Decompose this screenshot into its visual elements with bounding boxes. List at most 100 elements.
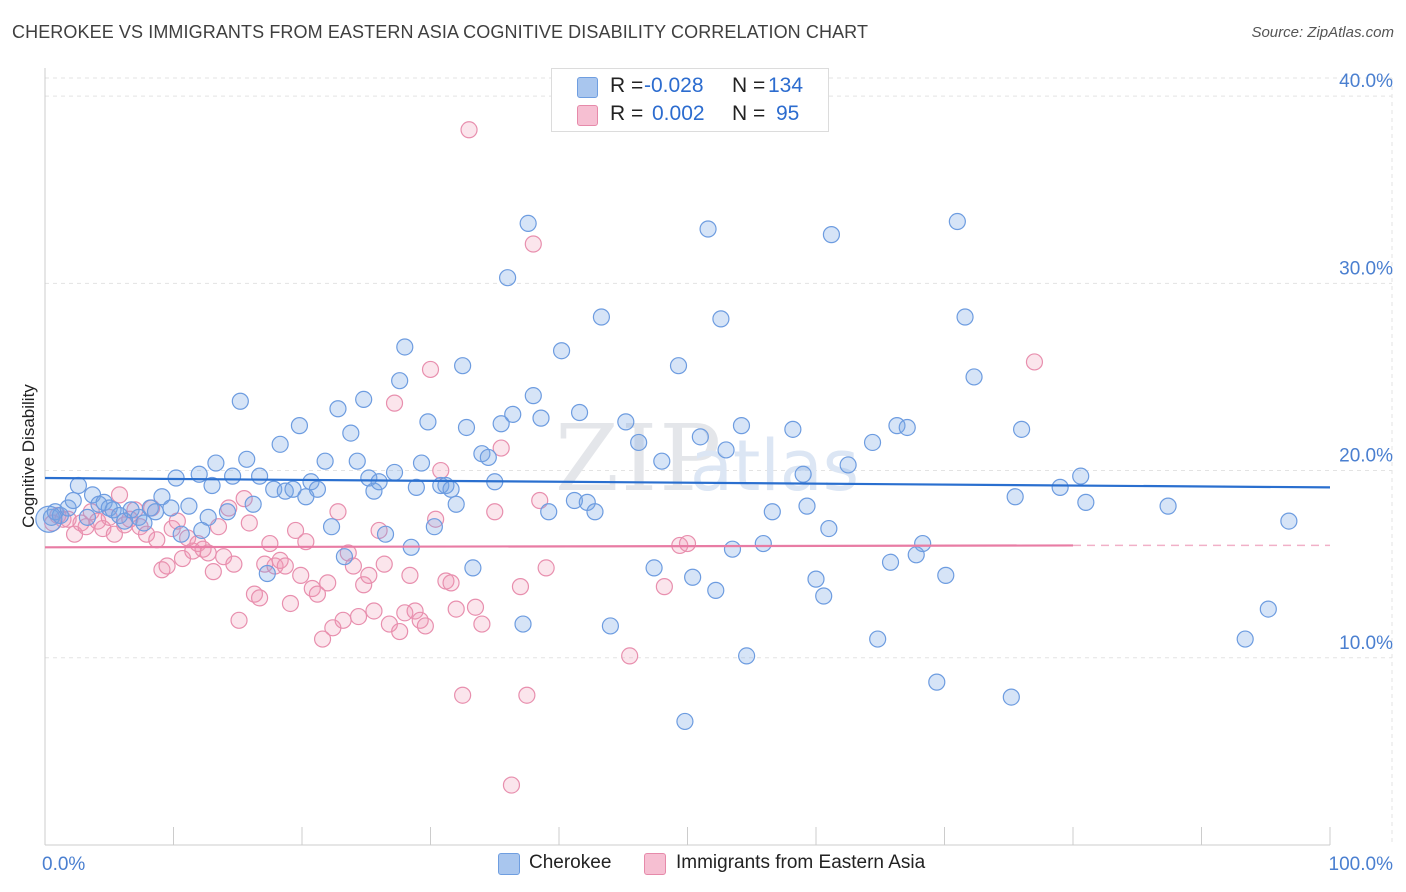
- cherokee-point: [499, 269, 517, 287]
- cherokee-point: [355, 390, 373, 408]
- cherokee-point: [937, 566, 955, 584]
- source-label: Source: ZipAtlas.com: [1251, 24, 1394, 41]
- cherokee-point: [1280, 512, 1298, 530]
- immigrants-point: [297, 533, 315, 551]
- immigrants-point: [486, 503, 504, 521]
- cherokee-point: [457, 418, 476, 437]
- cherokee-point: [863, 433, 882, 452]
- cherokee-point: [135, 514, 153, 532]
- immigrants-point: [466, 598, 485, 616]
- legend-row-immigrants: R = 0.002 N = 95: [552, 101, 828, 129]
- cherokee-point: [691, 428, 709, 446]
- legend-n-value: 134: [768, 74, 804, 97]
- cherokee-point: [146, 503, 165, 521]
- immigrants-point: [329, 503, 347, 521]
- cherokee-point: [784, 420, 802, 438]
- immigrants-point: [537, 559, 555, 577]
- cherokee-point: [839, 456, 857, 474]
- cherokee-point: [360, 469, 378, 487]
- immigrants-point: [442, 574, 460, 592]
- x-tick-label-max: 100.0%: [1329, 854, 1394, 875]
- cherokee-point: [425, 518, 443, 536]
- trend-lines: [44, 476, 1331, 549]
- chart-title: CHEROKEE VS IMMIGRANTS FROM EASTERN ASIA…: [12, 22, 869, 42]
- cherokee-point: [407, 478, 425, 496]
- cherokee-point: [370, 473, 388, 491]
- cherokee-point: [454, 357, 472, 375]
- legend-r-value: 0.002: [652, 102, 705, 125]
- cherokee-point: [524, 387, 542, 405]
- cherokee-point: [532, 409, 550, 427]
- immigrants-point: [313, 630, 332, 648]
- cherokee-point: [231, 392, 249, 410]
- cherokee-point: [419, 413, 437, 431]
- cherokee-point: [504, 405, 522, 423]
- immigrants-point: [416, 617, 434, 635]
- cherokee-point: [1072, 467, 1090, 485]
- x-tick-marks: [44, 827, 1331, 845]
- cherokee-point: [78, 508, 97, 526]
- legend-r-label: R =: [610, 74, 644, 97]
- immigrants-point: [261, 534, 279, 553]
- cherokee-point: [391, 372, 409, 390]
- cherokee-point: [271, 435, 289, 453]
- y-axis-label: Cognitive Disability: [19, 384, 38, 528]
- cherokee-point: [822, 226, 841, 244]
- series-legend-label-cherokee: Cherokee: [529, 852, 612, 873]
- cherokee-point: [669, 357, 688, 375]
- cherokee-point: [1012, 420, 1031, 438]
- cherokee-point: [224, 467, 242, 485]
- immigrants-point: [621, 647, 639, 665]
- immigrants-point: [319, 574, 337, 592]
- cherokee-point: [385, 463, 404, 482]
- cherokee-point: [479, 448, 497, 467]
- cherokee-point: [376, 525, 395, 543]
- legend-swatch-immigrants: [577, 105, 598, 126]
- immigrants-point: [432, 461, 450, 480]
- immigrants-point: [148, 531, 166, 549]
- immigrants-point: [391, 622, 409, 641]
- cherokee-point: [794, 465, 812, 483]
- cherokee-point: [329, 400, 347, 418]
- cherokee-point: [617, 413, 635, 431]
- cherokee-point: [442, 480, 460, 498]
- cherokee-point-cluster: [35, 505, 63, 533]
- legend-n-value: 95: [776, 102, 800, 125]
- cherokee-point: [342, 424, 360, 442]
- cherokee-point: [732, 417, 751, 435]
- series-legend-label-immigrants: Immigrants from Eastern Asia: [676, 852, 926, 873]
- immigrants-point: [678, 534, 697, 553]
- cherokee-point: [238, 450, 256, 468]
- cherokee-point: [335, 548, 354, 566]
- cherokee-point: [592, 308, 611, 326]
- immigrants-point: [524, 235, 542, 253]
- cherokee-point: [699, 220, 717, 238]
- immigrants-point: [276, 557, 294, 575]
- immigrants-point: [406, 602, 424, 620]
- immigrants-point: [1025, 353, 1044, 371]
- watermark-atlas: atlas: [690, 425, 859, 507]
- cherokee-point: [207, 454, 225, 472]
- cherokee-point: [565, 491, 584, 510]
- y-tick-labels: 10.0% 20.0% 30.0% 40.0%: [1339, 71, 1393, 654]
- cherokee-point: [815, 587, 833, 605]
- immigrants-point: [375, 555, 393, 573]
- cherokee-point: [754, 534, 772, 553]
- immigrants-point: [360, 566, 378, 584]
- cherokee-point: [290, 417, 309, 435]
- cherokee-point: [519, 214, 537, 232]
- cherokee-point: [807, 570, 825, 588]
- immigrants-point: [655, 578, 673, 596]
- cherokee-point: [348, 452, 366, 470]
- correlation-legend: R = -0.028 N = 134 R = 0.002 N = 95: [551, 68, 829, 132]
- cherokee-points: [35, 212, 1298, 731]
- cherokee-point: [914, 534, 932, 553]
- cherokee-point: [1236, 630, 1254, 648]
- immigrants-point: [531, 491, 549, 510]
- cherokee-trend-line: [44, 476, 1331, 489]
- immigrants-point: [511, 578, 530, 596]
- cherokee-point: [965, 368, 983, 386]
- cherokee-point: [396, 338, 414, 356]
- cherokee-point: [676, 712, 694, 731]
